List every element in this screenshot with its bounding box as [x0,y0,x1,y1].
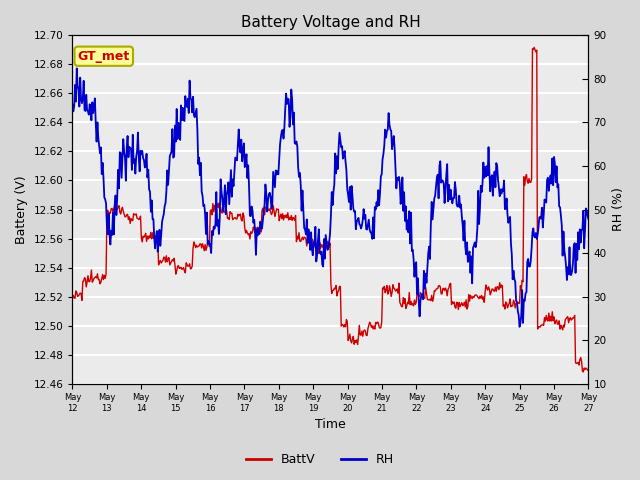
RH [458,214,466,219]
RH [202,231,210,237]
Text: GT_met: GT_met [77,50,130,63]
Line: BattV: BattV [72,48,588,372]
BattV [302,236,310,242]
RH [161,204,168,209]
X-axis label: Time: Time [315,419,346,432]
BattV [413,291,421,297]
BattV [579,369,587,375]
Legend: BattV, RH: BattV, RH [241,448,399,471]
RH [303,216,310,222]
RH [584,216,592,222]
BattV [160,254,168,260]
BattV [584,368,592,373]
RH [73,66,81,72]
Y-axis label: Battery (V): Battery (V) [15,175,28,244]
BattV [68,294,76,300]
RH [374,204,381,209]
BattV [531,45,538,50]
BattV [372,321,380,327]
BattV [201,242,209,248]
RH [414,276,422,281]
BattV [457,301,465,307]
RH [68,102,76,108]
Title: Battery Voltage and RH: Battery Voltage and RH [241,15,420,30]
Y-axis label: RH (%): RH (%) [612,188,625,231]
RH [516,324,524,330]
Line: RH: RH [72,69,588,327]
